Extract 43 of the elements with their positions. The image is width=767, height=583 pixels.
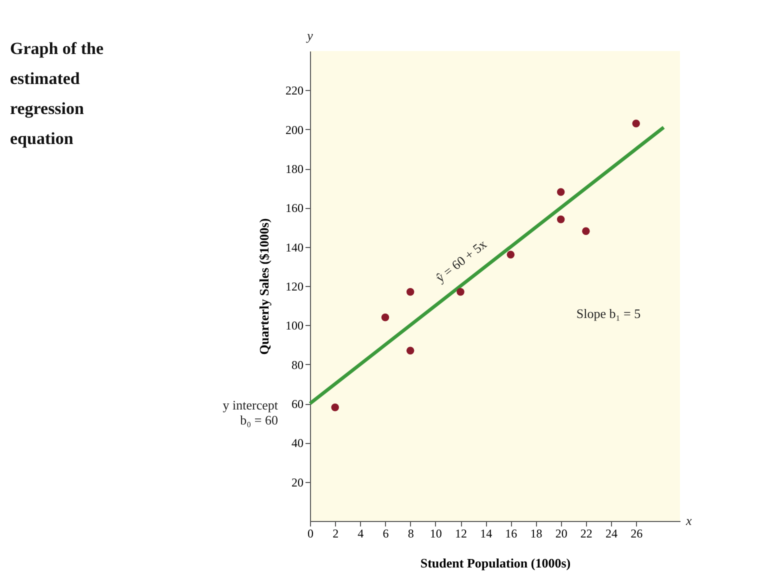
text: y — [305, 28, 314, 43]
y-tick-label: 220 — [286, 84, 304, 98]
y-tick-label: 140 — [286, 240, 304, 254]
y-tick-label: 80 — [292, 358, 304, 372]
x-tick-label: 16 — [505, 526, 518, 540]
y-tick-label: 160 — [286, 201, 304, 216]
y-tick-label: 60 — [292, 397, 304, 411]
text: Graph of the estimated regression equation — [10, 39, 104, 148]
point — [582, 227, 590, 236]
x-tick-label: 6 — [382, 526, 389, 540]
x-axis-title: Student Population (1000s) — [420, 556, 571, 570]
y-tick-label: 200 — [286, 122, 304, 137]
y-tick-label: 20 — [292, 475, 304, 490]
point — [506, 250, 515, 259]
annotation: ŷ = 60 + 5x — [432, 236, 490, 286]
x-tick-label: 24 — [606, 526, 618, 540]
point — [331, 404, 339, 412]
point — [632, 120, 640, 128]
point — [556, 216, 565, 224]
x-tick-label: 20 — [555, 526, 568, 540]
y-tick-label: 120 — [286, 280, 304, 294]
y-tick-label: 40 — [292, 436, 304, 450]
x-tick-label: 12 — [455, 526, 468, 540]
point — [381, 313, 390, 322]
x-tick-label: 8 — [408, 526, 414, 540]
x-tick-label: 2 — [332, 526, 339, 540]
x-tick-label: 22 — [580, 526, 592, 540]
annotation: Slope b₁ = 5 — [576, 306, 641, 322]
y-axis-title: Quarterly Sales ($1000s) — [256, 218, 272, 355]
y-tick-label: 100 — [286, 318, 304, 333]
annotation: y intercept b₀ = 60 — [222, 398, 278, 428]
point — [456, 288, 464, 296]
x-tick-label: 14 — [480, 526, 492, 540]
x-tick-label: 10 — [430, 526, 442, 540]
point — [406, 346, 414, 354]
x-tick-label: 18 — [530, 526, 542, 540]
text: x — [685, 513, 692, 528]
y-tick-label: 180 — [286, 162, 304, 176]
x-tick-label: 0 — [308, 526, 314, 540]
point — [556, 188, 565, 196]
point — [406, 288, 414, 296]
x-tick-label: 4 — [358, 526, 364, 540]
x-tick-label: 26 — [630, 526, 643, 540]
